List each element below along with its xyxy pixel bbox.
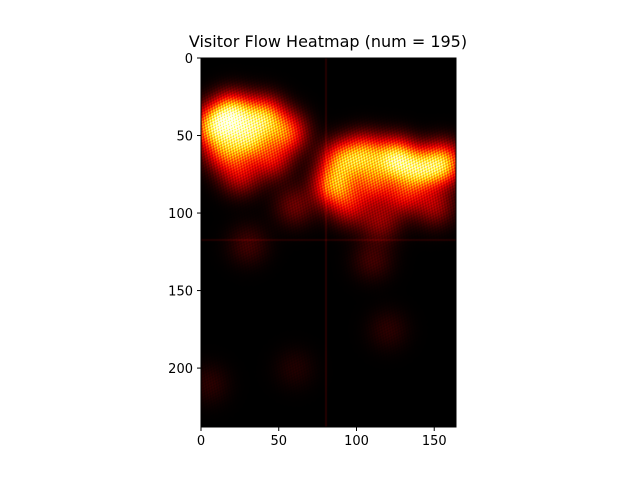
y-tick-label: 200 — [168, 362, 193, 377]
x-tick-label: 150 — [422, 434, 447, 449]
y-tick-label: 50 — [176, 130, 193, 145]
x-tick-label: 100 — [344, 434, 369, 449]
heatmap-plot-area — [201, 58, 456, 427]
chart-title: Visitor Flow Heatmap (num = 195) — [188, 32, 468, 51]
x-tick-label: 50 — [270, 434, 287, 449]
x-tick-label: 0 — [197, 434, 205, 449]
heatmap-image — [201, 58, 456, 427]
y-tick-label: 150 — [168, 285, 193, 300]
y-tick-label: 100 — [168, 207, 193, 222]
plot-frame — [200, 57, 457, 428]
y-tick-label: 0 — [185, 52, 193, 67]
